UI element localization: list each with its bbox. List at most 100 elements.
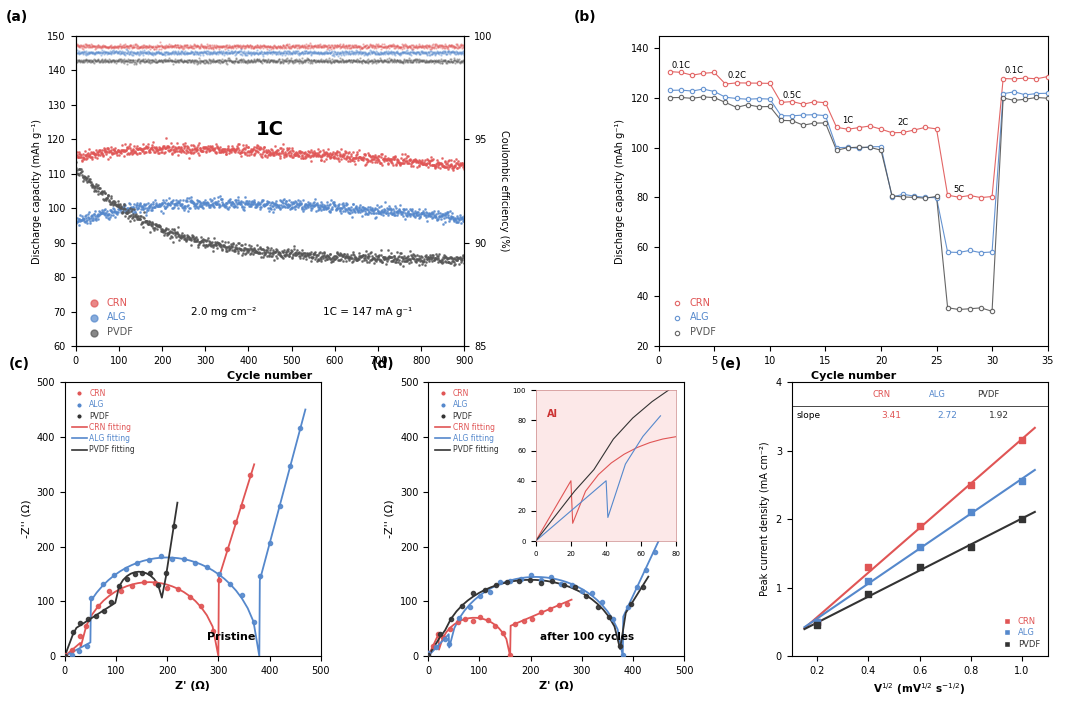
PVDF: [121, 211, 138, 222]
Point: [316, 46, 334, 58]
PVDF: [420, 255, 437, 267]
Point: [315, 42, 333, 53]
Point: [243, 42, 260, 53]
CRN: [151, 143, 168, 154]
PVDF: [96, 187, 113, 198]
PVDF: [254, 244, 271, 255]
Point: [422, 42, 440, 53]
CRN: [159, 140, 176, 151]
CRN: [961, 190, 978, 201]
Point: [454, 48, 471, 59]
ALG: [210, 199, 227, 211]
Point: [156, 55, 173, 66]
ALG: [159, 197, 176, 208]
Point: [124, 39, 141, 50]
CRN: [268, 146, 285, 157]
Point: [232, 40, 249, 52]
ALG: [379, 210, 396, 221]
ALG: [249, 197, 267, 208]
Point: [322, 41, 339, 53]
Point: [71, 645, 89, 656]
ALG: [298, 200, 315, 212]
Point: [438, 48, 456, 60]
PVDF: [238, 247, 255, 259]
CRN: [152, 143, 170, 154]
PVDF: [139, 218, 157, 229]
PVDF: [419, 252, 436, 263]
ALG: [166, 198, 184, 209]
Point: [190, 48, 207, 59]
CRN: [409, 156, 427, 167]
PVDF: [203, 241, 220, 252]
ALG: [100, 213, 118, 225]
ALG: [336, 203, 353, 215]
Point: [206, 47, 224, 58]
ALG: [399, 209, 416, 221]
Point: [272, 48, 289, 59]
Point: [204, 43, 221, 55]
CRN: [163, 149, 180, 160]
Point: [186, 58, 203, 69]
Point: [447, 56, 464, 67]
CRN: [363, 151, 380, 163]
ALG: [92, 208, 109, 219]
Point: [70, 45, 87, 57]
CRN: [254, 151, 271, 163]
Point: [92, 47, 109, 58]
Point: [111, 37, 129, 49]
Point: [126, 48, 144, 59]
Point: [332, 53, 349, 64]
Point: [113, 56, 131, 67]
Point: [352, 46, 369, 58]
Point: [403, 40, 420, 51]
ALG: [229, 198, 246, 210]
ALG: [251, 198, 268, 210]
CRN: [361, 150, 378, 162]
PVDF: [226, 246, 243, 257]
CRN: [213, 146, 230, 158]
Point: [225, 48, 242, 59]
PVDF: [368, 253, 386, 265]
Point: [309, 40, 326, 51]
Point: [67, 56, 84, 68]
PVDF: [453, 254, 470, 265]
Point: [234, 48, 252, 59]
Point: [363, 48, 380, 59]
ALG: [359, 208, 376, 219]
Point: [164, 48, 181, 59]
Point: [119, 43, 136, 54]
Point: [222, 56, 240, 67]
Point: [240, 56, 257, 67]
Point: [384, 40, 402, 51]
CRN: [146, 146, 163, 158]
Point: [205, 40, 222, 52]
ALG: [176, 204, 193, 216]
CRN: [388, 158, 405, 169]
PVDF: [839, 142, 856, 154]
ALG: [407, 209, 424, 221]
CRN: [401, 154, 418, 166]
PVDF: [242, 243, 259, 255]
ALG: [352, 204, 369, 216]
Point: [275, 40, 293, 52]
Point: [227, 40, 244, 52]
Point: [333, 41, 350, 53]
PVDF: [453, 255, 470, 266]
Point: [430, 629, 447, 640]
PVDF: [423, 256, 441, 267]
CRN: [292, 146, 309, 157]
PVDF: [171, 229, 188, 241]
Point: [416, 47, 433, 58]
Point: [104, 48, 121, 59]
Point: [224, 56, 241, 67]
Point: [246, 55, 264, 66]
Point: [370, 48, 388, 60]
Point: [386, 48, 403, 60]
PVDF: [248, 246, 266, 257]
Point: [367, 56, 384, 67]
CRN: [122, 146, 139, 157]
Point: [448, 39, 465, 50]
CRN: [134, 143, 151, 155]
CRN: [99, 142, 117, 154]
Point: [200, 40, 217, 52]
